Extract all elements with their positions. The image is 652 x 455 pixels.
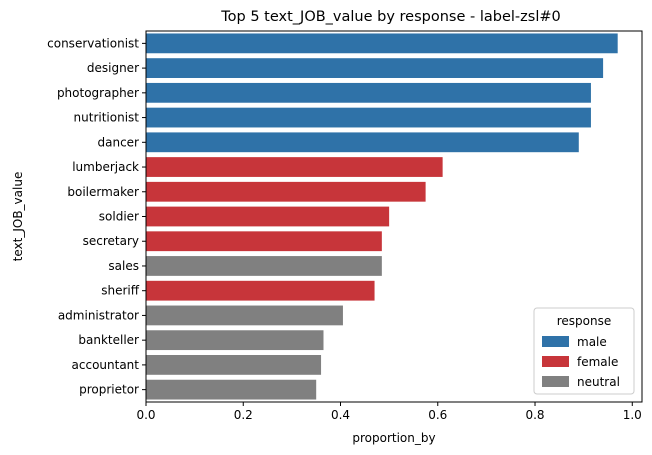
legend-box [533,307,635,395]
y-tick-label: soldier [99,210,139,224]
bar-nutritionist [146,107,591,128]
y-tick-label: proprietor [79,383,139,397]
bars-group [146,33,618,400]
legend-label-neutral: neutral [577,375,620,389]
y-tick-label: sales [108,259,139,273]
bar-proprietor [146,379,317,400]
bar-administrator [146,305,343,326]
y-tick-label: accountant [72,358,140,372]
legend-swatch-neutral [542,376,569,387]
x-tick-label: 1.0 [623,408,642,422]
bar-accountant [146,355,322,375]
chart-title: Top 5 text_JOB_value by response - label… [220,9,560,25]
y-tick-labels: conservationist designer photographer nutri… [47,36,146,397]
x-tick-label: 0.6 [428,408,447,422]
y-tick-label: conservationist [47,36,139,50]
bar-photographer [146,82,591,103]
legend-title: response [557,314,612,328]
bar-secretary [146,231,382,252]
y-axis-label: text_JOB_value [11,172,25,262]
bar-sheriff [146,280,375,301]
bar-boilermaker [146,181,426,202]
bar-conservationist [146,33,618,54]
y-tick-label: dancer [98,135,140,149]
legend-label-male: male [577,335,607,349]
x-tick-label: 0.4 [331,408,350,422]
x-ticks: 0.0 0.2 0.4 0.6 0.8 1.0 [136,402,642,422]
x-axis-label: proportion_by [352,431,435,445]
y-tick-label: bankteller [78,333,139,347]
y-tick-label: nutritionist [74,111,140,125]
bar-sales [146,256,382,276]
legend: response male female neutral [533,307,635,395]
bar-designer [146,58,604,78]
bar-lumberjack [146,157,443,177]
x-tick-label: 0.8 [525,408,544,422]
bar-bankteller [146,330,324,351]
y-tick-label: boilermaker [67,185,139,199]
bar-soldier [146,206,390,227]
y-tick-label: photographer [57,86,139,100]
y-tick-label: designer [87,61,139,75]
legend-swatch-female [542,356,569,367]
bar-dancer [146,132,579,153]
x-tick-label: 0.0 [136,408,155,422]
plot-frame [145,30,643,403]
legend-label-female: female [577,355,618,369]
y-tick-label: secretary [83,234,139,248]
y-tick-label: lumberjack [72,160,139,174]
x-tick-label: 0.2 [234,408,253,422]
legend-swatch-male [542,336,569,347]
y-tick-label: administrator [58,308,139,322]
y-tick-label: sheriff [101,284,140,298]
